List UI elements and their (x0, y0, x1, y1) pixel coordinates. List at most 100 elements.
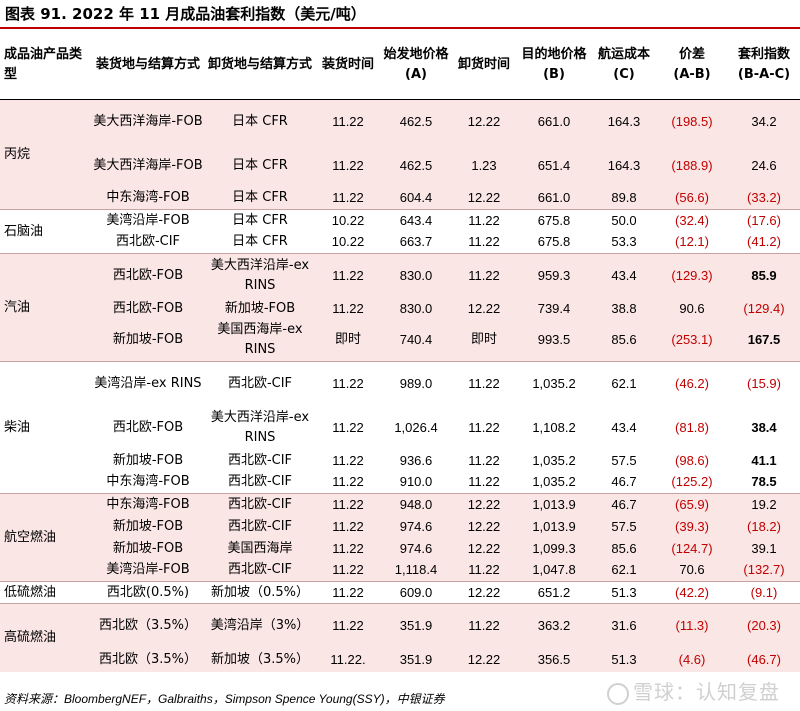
cell-spread: (4.6) (656, 647, 728, 672)
cell-arb: 85.9 (728, 253, 800, 298)
table-row: 石脑油 美湾沿岸-FOB 日本 CFR 10.22 643.4 11.22 67… (0, 209, 800, 254)
cell-load: 西北欧-FOB (112, 419, 184, 435)
cell-origin-price: 830.0 (380, 297, 452, 320)
cell-arb: (41.2) (747, 234, 781, 250)
category-hsfo: 高硫燃油 (0, 603, 92, 672)
cell-dest-price: 1,099.3 (516, 537, 592, 560)
cell-load: 西北欧(0.5%) (92, 581, 204, 604)
cell-load-time: 11.22. (316, 647, 380, 672)
cell-discharge-time: 11.22 (468, 452, 500, 468)
header-arb-index-code: (B-A-C) (737, 67, 791, 82)
cell-freight: 43.4 (611, 419, 637, 435)
cell-freight: 51.3 (592, 647, 656, 672)
cell-load: 中东海湾-FOB (106, 474, 190, 490)
cell-load-time: 11.22 (316, 143, 380, 188)
cell-discharge: 美大西洋沿岸-ex RINS (204, 253, 316, 298)
cell-dest-price: 1,035.2 (516, 361, 592, 406)
cell-origin-price: 609.0 (380, 581, 452, 604)
cell-load: 新加坡-FOB (92, 515, 204, 538)
cell-spread: (39.3) (656, 515, 728, 538)
table-row: 美大西洋海岸-FOB 日本 CFR 11.22 462.5 1.23 651.4… (0, 143, 800, 188)
cell-discharge: 日本 CFR (232, 234, 288, 250)
cell-discharge-time: 11.22 (468, 474, 500, 490)
cell-dest-price: 651.2 (516, 581, 592, 604)
header-dest-price: 目的地价格 (B) (516, 31, 592, 100)
cell-spread: (124.7) (656, 537, 728, 560)
cell-arb: 39.1 (728, 537, 800, 560)
cell-load-time: 11.22 (332, 452, 364, 468)
cell-spread: (188.9) (656, 143, 728, 188)
cell-load: 西北欧-FOB (92, 297, 204, 320)
header-spread-code: (A-B) (673, 67, 711, 82)
cell-spread: (253.1) (656, 319, 728, 362)
cell-spread: 90.6 (656, 297, 728, 320)
cell-freight: 31.6 (592, 603, 656, 648)
cell-dest-price: 661.0 (516, 187, 592, 210)
cell-arb: (132.7) (728, 559, 800, 582)
category-gasoline: 汽油 (0, 253, 92, 362)
cell-discharge: 美国西海岸 (204, 537, 316, 560)
category-propane: 丙烷 (0, 99, 92, 210)
cell-origin-price: 830.0 (380, 253, 452, 298)
page-title: 图表 91. 2022 年 11 月成品油套利指数（美元/吨） (5, 5, 366, 23)
cell-discharge: 西北欧-CIF (227, 474, 293, 490)
table-row: 柴油 美湾沿岸-ex RINS 西北欧-CIF 11.22 989.0 11.2… (0, 361, 800, 494)
watermark-text: 雪球：认知复盘 (633, 680, 780, 704)
table-row: 航空燃油 中东海湾-FOB 西北欧-CIF 11.22 948.0 12.22 … (0, 493, 800, 582)
cell-discharge: 新加坡（3.5%） (204, 647, 316, 672)
cell-dest-price: 993.5 (516, 319, 592, 362)
cell-discharge-time: 11.22 (468, 234, 500, 250)
cell-origin-price: 351.9 (380, 603, 452, 648)
cell-arb: 24.6 (728, 143, 800, 188)
header-freight: 航运成本 (C) (592, 31, 656, 100)
header-row: 成品油产品类型 装货地与结算方式 卸货地与结算方式 装货时间 始发地价格 (A) … (0, 31, 800, 100)
header-spread: 价差 (A-B) (656, 31, 728, 100)
cell-arb: (9.1) (728, 581, 800, 604)
cell-arb: (33.2) (728, 187, 800, 210)
cell-spread: (11.3) (656, 603, 728, 648)
cell-load: 中东海湾-FOB (92, 187, 204, 210)
cell-load-time: 10.22 (316, 209, 380, 232)
cell-discharge: 美湾沿岸（3%） (204, 603, 316, 648)
cell-origin-price: 740.4 (380, 319, 452, 362)
cell-freight: 57.5 (611, 452, 637, 468)
cell-load: 西北欧（3.5%） (92, 603, 204, 648)
cell-discharge: 美国西海岸-ex RINS (204, 319, 316, 362)
cell-origin-price: 462.5 (380, 143, 452, 188)
cell-arb: 167.5 (728, 319, 800, 362)
cell-origin-price: 663.7 (399, 234, 433, 250)
arbitrage-table: 成品油产品类型 装货地与结算方式 卸货地与结算方式 装货时间 始发地价格 (A) … (0, 31, 800, 672)
header-dest-price-label: 目的地价格 (521, 47, 587, 62)
table-row: 丙烷 美大西洋海岸-FOB 日本 CFR 11.22 462.5 12.22 6… (0, 99, 800, 210)
cell-load-time: 即时 (316, 319, 380, 362)
cell-load-time: 11.22 (316, 493, 380, 516)
cell-load-time: 11.22 (316, 187, 380, 210)
cell-load: 美湾沿岸-FOB (92, 209, 204, 232)
title-divider (0, 27, 800, 29)
cell-freight: 85.6 (592, 319, 656, 362)
cell-load: 美湾沿岸-ex RINS (92, 361, 204, 406)
cell-discharge: 新加坡-FOB (204, 297, 316, 320)
cell-dest-price: 1,108.2 (532, 419, 576, 435)
category-jet-fuel: 航空燃油 (0, 493, 92, 582)
cell-discharge: 西北欧-CIF (227, 452, 293, 468)
cell-origin-price: 974.6 (380, 537, 452, 560)
cell-arb: (129.4) (728, 297, 800, 320)
cell-arb: (18.2) (728, 515, 800, 538)
table-row: 汽油 西北欧-FOB 美大西洋沿岸-ex RINS 11.22 830.0 11… (0, 253, 800, 362)
cell-dest-price: 651.4 (516, 143, 592, 188)
cell-origin-price: 936.6 (399, 452, 433, 468)
table-row: 低硫燃油 西北欧(0.5%) 新加坡（0.5%） 11.22 609.0 12.… (0, 581, 800, 604)
cell-discharge: 日本 CFR (204, 99, 316, 144)
cell-arb: 19.2 (728, 493, 800, 516)
cell-load-time: 11.22 (316, 361, 380, 406)
table-row: 西北欧-FOB 新加坡-FOB 11.22 830.0 12.22 739.4 … (0, 297, 800, 320)
cell-dest-price: 739.4 (516, 297, 592, 320)
header-load-time: 装货时间 (316, 31, 380, 100)
cell-discharge-time: 12.22 (452, 581, 516, 604)
cell-load: 美大西洋海岸-FOB (92, 143, 204, 188)
cell-freight: 46.7 (611, 474, 637, 490)
cell-discharge: 日本 CFR (204, 187, 316, 210)
cell-load: 西北欧（3.5%） (92, 647, 204, 672)
cell-spread: (98.6) (675, 452, 709, 468)
